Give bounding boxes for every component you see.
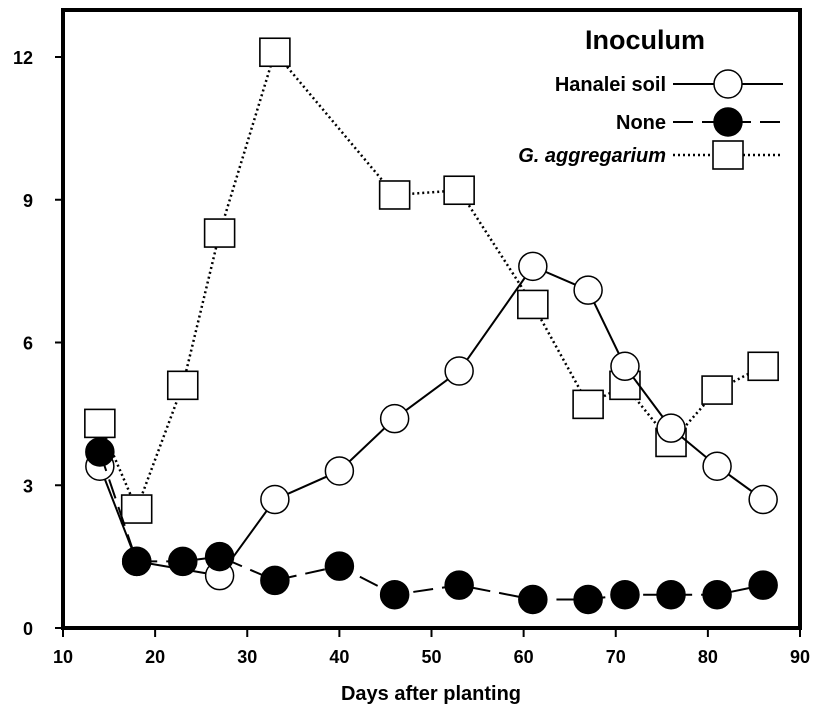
data-point — [166, 370, 199, 401]
data-point — [259, 37, 291, 68]
series-line — [98, 451, 764, 601]
series-open-circle — [85, 251, 778, 591]
y-tick-label: 0 — [23, 619, 33, 639]
legend: Inoculum Hanalei soil None G. aggregarium — [518, 25, 783, 170]
data-point — [517, 289, 549, 320]
legend-label: Hanalei soil — [555, 74, 666, 96]
data-point — [573, 275, 603, 305]
x-tick-label: 30 — [237, 647, 257, 667]
x-tick-label: 20 — [145, 647, 165, 667]
data-point — [379, 403, 410, 434]
x-tick-label: 50 — [421, 647, 441, 667]
data-point — [656, 413, 686, 443]
data-point — [518, 251, 548, 282]
y-tick-label: 3 — [23, 476, 33, 496]
legend-marker — [712, 140, 744, 170]
data-point — [203, 218, 236, 248]
series-filled-circle — [85, 437, 778, 615]
legend-item: G. aggregarium — [518, 140, 783, 170]
x-tick-label: 90 — [790, 647, 810, 667]
y-tick-label: 9 — [23, 191, 33, 211]
legend-item: Hanalei soil — [555, 69, 783, 99]
y-tick-label: 12 — [13, 48, 33, 68]
data-point — [702, 451, 732, 481]
data-point — [748, 484, 778, 515]
legend-marker — [713, 69, 743, 99]
data-point — [573, 584, 603, 615]
data-point — [260, 565, 290, 596]
y-axis: 0 3 6 9 12 — [13, 48, 63, 639]
data-point — [748, 570, 778, 600]
data-point — [444, 570, 474, 600]
data-point — [444, 356, 474, 386]
x-axis-title: Days after planting — [341, 683, 521, 705]
x-tick-label: 70 — [606, 647, 626, 667]
data-point — [260, 484, 290, 515]
data-point — [747, 351, 779, 382]
legend-marker — [713, 107, 743, 137]
x-tick-label: 80 — [698, 647, 718, 667]
series-layer — [84, 37, 779, 615]
y-tick-label: 6 — [23, 334, 33, 354]
series-open-square — [84, 37, 779, 524]
data-point — [168, 546, 198, 577]
x-tick-label: 10 — [53, 647, 73, 667]
data-point — [324, 456, 355, 486]
x-axis: 10 20 30 40 50 60 70 80 90 — [53, 628, 810, 667]
data-point — [702, 579, 732, 610]
legend-label: G. aggregarium — [518, 145, 666, 167]
data-point — [121, 546, 152, 577]
data-point — [84, 408, 116, 439]
data-point — [572, 389, 604, 420]
data-point — [518, 584, 548, 615]
data-point — [120, 494, 153, 524]
legend-title: Inoculum — [585, 25, 705, 55]
data-point — [610, 579, 640, 610]
data-point — [204, 541, 235, 572]
data-point — [443, 175, 475, 206]
data-point — [610, 351, 640, 382]
legend-label: None — [616, 112, 666, 134]
plot-frame — [61, 8, 802, 630]
data-point — [656, 579, 686, 610]
data-point — [324, 551, 355, 581]
data-point — [378, 180, 411, 210]
data-point — [379, 579, 410, 610]
data-point — [701, 375, 733, 405]
x-tick-label: 60 — [514, 647, 534, 667]
legend-item: None — [616, 107, 783, 137]
data-point — [85, 437, 115, 467]
x-tick-label: 40 — [329, 647, 349, 667]
